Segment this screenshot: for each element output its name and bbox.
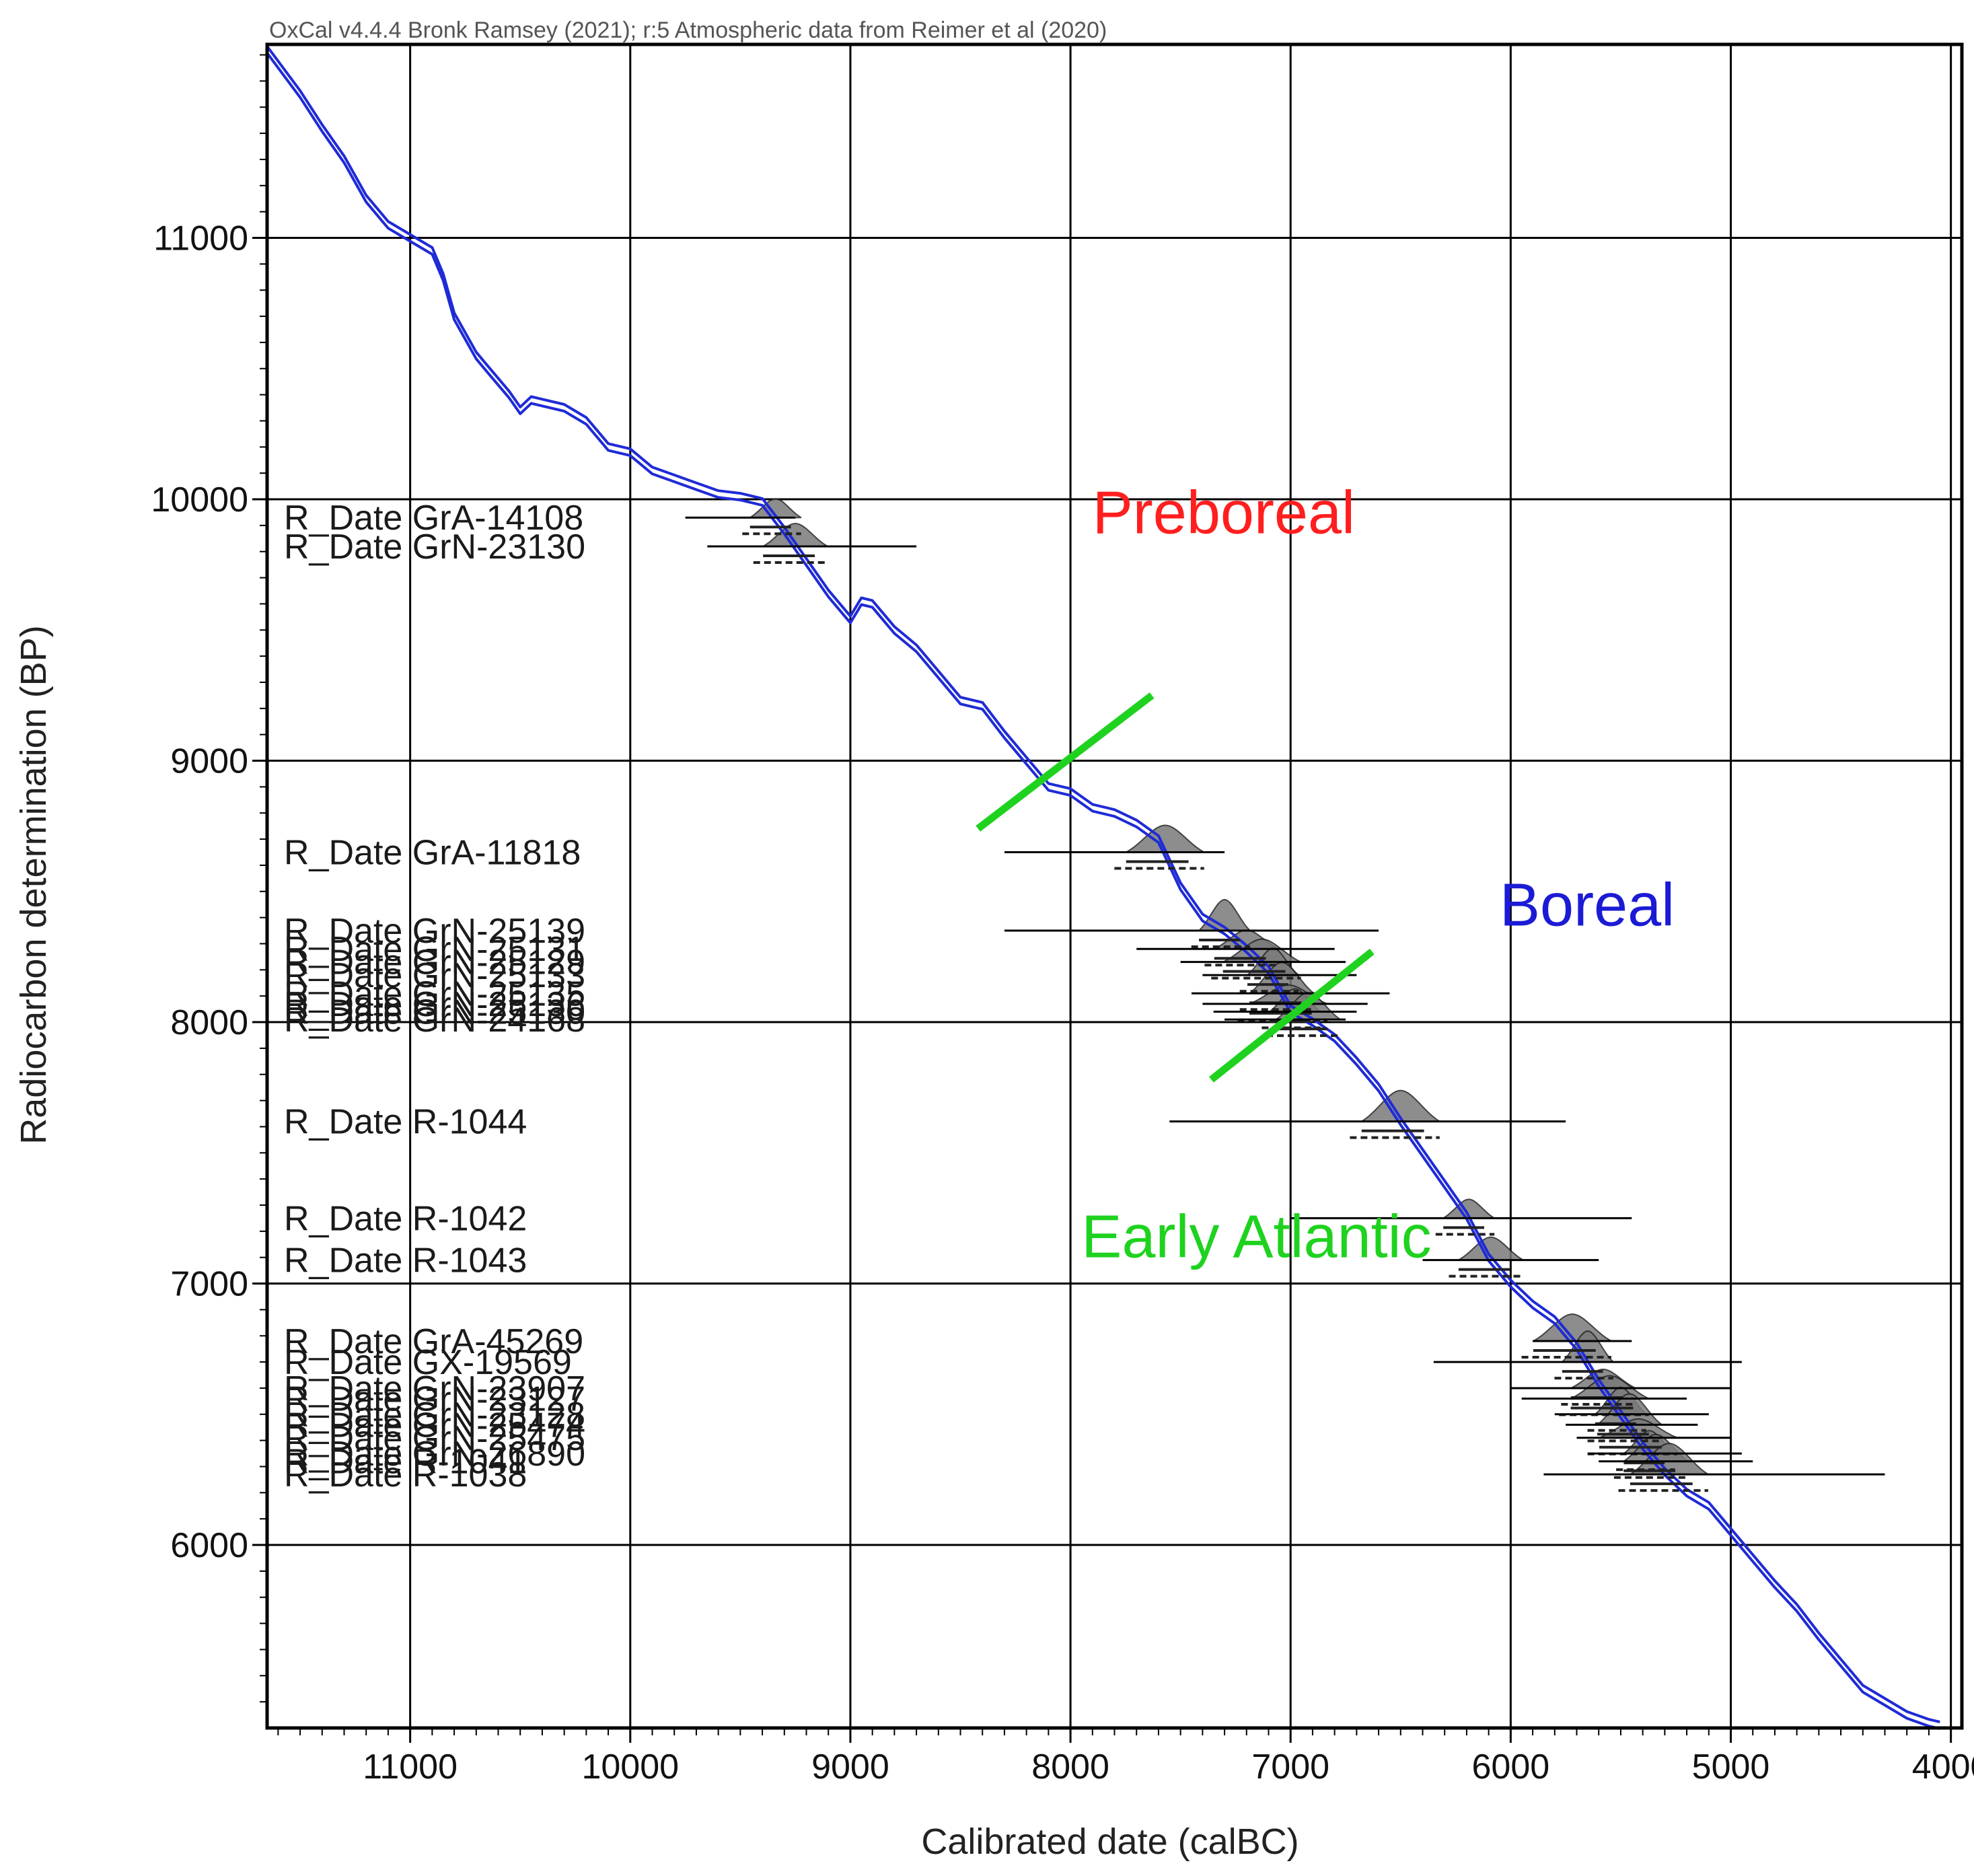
y-tick-label-9000: 9000 — [170, 742, 248, 781]
y-tick-label-6000: 6000 — [170, 1526, 248, 1565]
period-boundary-line — [976, 692, 1155, 832]
period-labels: Preboreal Boreal Early Atlantic — [1081, 480, 1675, 1271]
sample-label: R_Date GX-19569 — [284, 1343, 572, 1382]
sample-label: R_Date R-1041 — [284, 1443, 527, 1482]
x-tick-label-9000: 9000 — [811, 1747, 889, 1787]
y-axis-ticks: 11000 10000 9000 8000 7000 6000 — [151, 54, 267, 1703]
calibration-curve-lower — [266, 52, 1940, 1731]
sample-label: R_Date GrN-23127 — [284, 1379, 585, 1418]
sample-label: R_Date GrN-25136 — [284, 985, 585, 1024]
sample-label: R_Date GrN-24168 — [284, 1001, 585, 1040]
sample-pdf — [747, 498, 804, 519]
y-tick-label-8000: 8000 — [170, 1003, 248, 1042]
sample-label: R_Date GrN-25130 — [284, 993, 585, 1032]
x-tick-label-8000: 8000 — [1031, 1747, 1109, 1787]
sample-pdf — [1126, 824, 1205, 853]
y-axis-title: Radiocarbon determination (BP) — [13, 625, 54, 1144]
chart-header: OxCal v4.4.4 Bronk Ramsey (2021); r:5 At… — [269, 17, 1107, 43]
x-axis-ticks: 11000 10000 9000 8000 7000 6000 5000 4000 — [277, 1728, 1974, 1787]
x-tick-label-10000: 10000 — [581, 1747, 679, 1787]
sample-label: R_Date GrN-25135 — [284, 974, 585, 1013]
sample-label: R_Date R-1043 — [284, 1241, 527, 1280]
sample-label: R_Date GrN-26890 — [284, 1435, 585, 1474]
sample-pdf — [1197, 899, 1252, 932]
x-tick-label-4000: 4000 — [1912, 1747, 1974, 1787]
period-label: Boreal — [1500, 871, 1675, 939]
sample-label: R_Date GrA-11818 — [284, 833, 581, 872]
sample-pdf — [1440, 1198, 1498, 1219]
sample-label: R_Date GrN-23128 — [284, 1396, 585, 1435]
sample-pdf — [762, 522, 828, 547]
sample-label: R_Date GrN-25131 — [284, 930, 585, 969]
sample-label: R_Date GrA-45269 — [284, 1322, 583, 1361]
sample-label: R_Date GrA-14108 — [284, 499, 583, 538]
y-tick-label-10000: 10000 — [151, 480, 248, 519]
sample-pdf — [1458, 1236, 1524, 1261]
sample-label: R_Date GrN-25474 — [284, 1406, 585, 1445]
sample-ranges — [685, 516, 1885, 1492]
sample-label: R_Date R-1038 — [284, 1455, 527, 1494]
sample-label: R_Date GrN-25133 — [284, 956, 585, 995]
period-boundaries — [976, 692, 1375, 1083]
period-label: Preboreal — [1093, 480, 1355, 547]
x-tick-label-7000: 7000 — [1251, 1747, 1329, 1787]
grid-lines — [267, 44, 1962, 1728]
period-boundary-line — [1209, 948, 1375, 1083]
y-tick-label-11000: 11000 — [153, 219, 248, 258]
calibration-curve-upper — [266, 45, 1940, 1724]
sample-label: R_Date GrN-25139 — [284, 912, 585, 951]
sample-label: R_Date GrN-25475 — [284, 1419, 585, 1458]
y-tick-label-7000: 7000 — [170, 1265, 248, 1304]
sample-label: R_Date GrN-23130 — [284, 528, 585, 567]
calibration-curve — [266, 45, 1940, 1731]
sample-label: R_Date R-1042 — [284, 1199, 527, 1238]
x-tick-label-11000: 11000 — [363, 1747, 458, 1787]
period-label: Early Atlantic — [1081, 1204, 1431, 1271]
sample-label: R_Date GrN-25129 — [284, 943, 585, 982]
x-tick-label-5000: 5000 — [1692, 1747, 1770, 1787]
sample-label: R_Date GrN-23907 — [284, 1369, 585, 1408]
sample-label: R_Date R-1044 — [284, 1103, 527, 1142]
x-axis-title: Calibrated date (calBC) — [921, 1821, 1299, 1862]
sample-pdf — [1359, 1089, 1442, 1122]
x-tick-label-6000: 6000 — [1472, 1747, 1550, 1787]
